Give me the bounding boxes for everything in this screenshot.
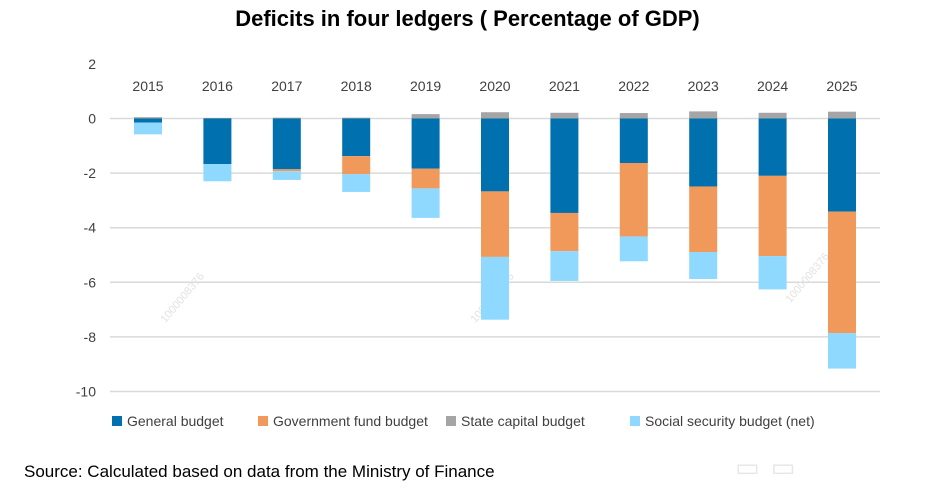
bar-social-security-budget-net xyxy=(550,251,579,281)
legend-swatch xyxy=(446,416,456,426)
bar-government-fund-budget xyxy=(619,162,648,237)
bar-general-budget xyxy=(411,118,440,169)
x-tick-label: 2015 xyxy=(132,78,163,94)
y-tick-label: 0 xyxy=(88,111,96,127)
x-tick-label: 2016 xyxy=(202,78,233,94)
bar-state-capital-budget xyxy=(689,111,718,119)
legend-swatch xyxy=(112,416,122,426)
x-tick-label: 2018 xyxy=(341,78,372,94)
source-note: Source: Calculated based on data from th… xyxy=(24,462,495,481)
bar-state-capital-budget xyxy=(203,117,232,119)
bar-general-budget xyxy=(481,118,509,192)
chart-title: Deficits in four ledgers ( Percentage of… xyxy=(235,6,700,31)
bar-state-capital-budget xyxy=(272,117,301,119)
legend-label: General budget xyxy=(127,413,224,429)
bar-state-capital-budget xyxy=(134,117,162,119)
watermark-text: 1000008376 xyxy=(783,251,832,306)
bar-social-security-budget-net xyxy=(689,251,718,280)
bar-government-fund-budget xyxy=(689,186,718,252)
bar-government-fund-budget xyxy=(481,191,509,257)
x-tick-label: 2017 xyxy=(271,78,302,94)
bar-government-fund-budget xyxy=(272,169,301,172)
bar-general-budget xyxy=(203,118,232,165)
x-tick-label: 2024 xyxy=(757,78,788,94)
bar-state-capital-budget xyxy=(411,114,440,119)
bar-social-security-budget-net xyxy=(758,256,787,290)
x-tick-label: 2021 xyxy=(549,78,580,94)
bar-social-security-budget-net xyxy=(481,256,509,320)
bar-state-capital-budget xyxy=(828,111,856,119)
y-tick-label: -4 xyxy=(84,220,97,236)
bar-general-budget xyxy=(828,118,856,212)
bar-social-security-budget-net xyxy=(342,174,371,192)
x-tick-label: 2019 xyxy=(410,78,441,94)
bar-general-budget xyxy=(758,118,787,176)
bar-general-budget xyxy=(272,118,301,170)
x-tick-label: 2025 xyxy=(826,78,857,94)
bar-social-security-budget-net xyxy=(203,164,232,182)
bar-government-fund-budget xyxy=(411,168,440,189)
x-tick-label: 2023 xyxy=(688,78,719,94)
bar-social-security-budget-net xyxy=(411,188,440,218)
y-tick-label: -10 xyxy=(76,384,96,400)
bar-state-capital-budget xyxy=(550,112,579,119)
bar-state-capital-budget xyxy=(619,113,648,119)
legend-swatch xyxy=(630,416,640,426)
bar-general-budget xyxy=(134,118,162,123)
legend-swatch xyxy=(258,416,268,426)
bar-general-budget xyxy=(550,118,579,213)
bar-state-capital-budget xyxy=(758,112,787,119)
x-tick-label: 2020 xyxy=(479,78,510,94)
y-tick-label: 2 xyxy=(88,56,96,72)
bar-social-security-budget-net xyxy=(619,236,648,262)
bar-social-security-budget-net xyxy=(272,171,301,180)
bar-social-security-budget-net xyxy=(134,122,162,135)
y-tick-label: -8 xyxy=(84,329,97,345)
x-tick-label: 2022 xyxy=(618,78,649,94)
bar-social-security-budget-net xyxy=(828,333,856,369)
watermark-logo: ▭ ▭ xyxy=(735,452,798,482)
bar-general-budget xyxy=(689,118,718,187)
bar-state-capital-budget xyxy=(342,117,371,119)
bar-government-fund-budget xyxy=(758,175,787,257)
legend-label: State capital budget xyxy=(461,413,585,429)
y-tick-label: -2 xyxy=(84,165,97,181)
y-tick-label: -6 xyxy=(84,274,97,290)
legend-label: Social security budget (net) xyxy=(645,413,815,429)
bar-government-fund-budget xyxy=(828,211,856,334)
bar-general-budget xyxy=(619,118,648,163)
bar-general-budget xyxy=(342,118,371,157)
watermark-text: 1000008376 xyxy=(158,271,207,326)
bar-government-fund-budget xyxy=(550,212,579,252)
bar-state-capital-budget xyxy=(481,112,509,119)
legend-label: Government fund budget xyxy=(273,413,428,429)
bar-government-fund-budget xyxy=(342,156,371,175)
